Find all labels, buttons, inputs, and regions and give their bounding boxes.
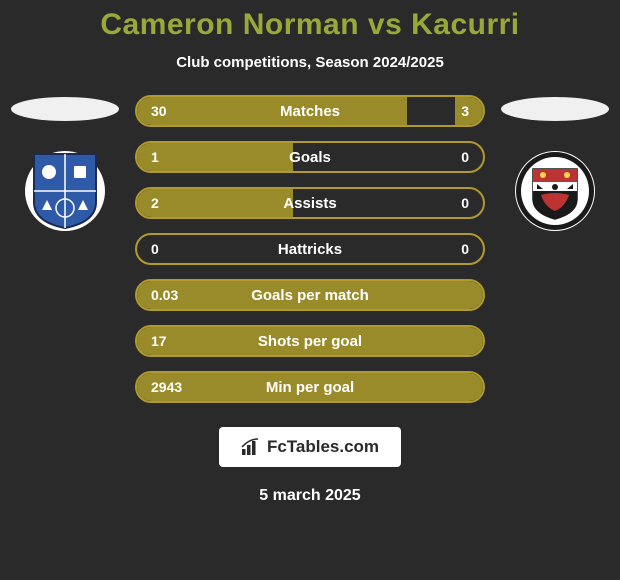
shield-icon	[515, 151, 595, 231]
stat-label: Matches	[280, 103, 340, 120]
right-player-column	[495, 93, 615, 231]
stat-fill-right	[455, 97, 483, 125]
stat-label: Hattricks	[278, 241, 342, 258]
stat-fill-left	[137, 143, 293, 171]
stat-bar: 0.03 Goals per match	[135, 279, 485, 311]
stat-label: Assists	[283, 195, 336, 212]
stat-value-left: 2943	[151, 379, 182, 395]
stat-value-left: 1	[151, 149, 159, 165]
shield-icon	[32, 152, 98, 230]
stat-fill-left	[137, 189, 293, 217]
stat-bar: 30 Matches 3	[135, 95, 485, 127]
stat-value-left: 0	[151, 241, 159, 257]
logo-text: FcTables.com	[267, 437, 379, 457]
subtitle: Club competitions, Season 2024/2025	[176, 54, 444, 71]
stat-bar: 0 Hattricks 0	[135, 233, 485, 265]
stat-fill-left	[137, 97, 407, 125]
club-badge-right	[515, 151, 595, 231]
stat-value-left: 2	[151, 195, 159, 211]
main-row: 30 Matches 3 1 Goals 0 2 Assists 0 0 Hattricks 0 0.0…	[0, 93, 620, 403]
stat-value-left: 17	[151, 333, 167, 349]
left-player-column	[5, 93, 125, 231]
stat-value-left: 30	[151, 103, 167, 119]
stat-value-left: 0.03	[151, 287, 178, 303]
player-photo-placeholder-right	[501, 97, 609, 121]
stat-value-right: 0	[461, 149, 469, 165]
club-badge-left	[25, 151, 105, 231]
stat-bar: 17 Shots per goal	[135, 325, 485, 357]
source-logo[interactable]: FcTables.com	[219, 427, 401, 467]
chart-icon	[241, 438, 261, 456]
stat-label: Min per goal	[266, 379, 354, 396]
comparison-card: Cameron Norman vs Kacurri Club competiti…	[0, 0, 620, 580]
stat-bar: 1 Goals 0	[135, 141, 485, 173]
stat-value-right: 0	[461, 195, 469, 211]
date-label: 5 march 2025	[259, 487, 360, 505]
stat-label: Shots per goal	[258, 333, 362, 350]
stats-column: 30 Matches 3 1 Goals 0 2 Assists 0 0 Hattricks 0 0.0…	[135, 93, 485, 403]
stat-label: Goals	[289, 149, 331, 166]
stat-value-right: 3	[461, 103, 469, 119]
stat-value-right: 0	[461, 241, 469, 257]
page-title: Cameron Norman vs Kacurri	[100, 8, 519, 42]
stat-bar: 2943 Min per goal	[135, 371, 485, 403]
player-photo-placeholder-left	[11, 97, 119, 121]
stat-label: Goals per match	[251, 287, 369, 304]
stat-bar: 2 Assists 0	[135, 187, 485, 219]
